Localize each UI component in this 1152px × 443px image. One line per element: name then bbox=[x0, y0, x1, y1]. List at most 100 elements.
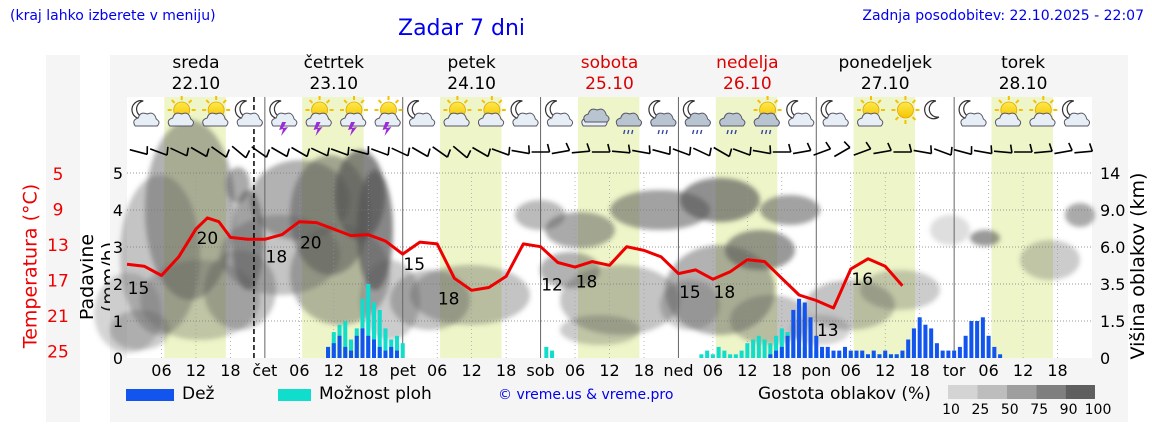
rain-bar bbox=[911, 328, 916, 358]
daylight-band bbox=[991, 97, 1053, 358]
rain-bar bbox=[377, 346, 382, 358]
wind-barb bbox=[491, 146, 511, 156]
rain-bar bbox=[917, 317, 922, 358]
rain-bar bbox=[934, 343, 939, 358]
region-hint[interactable]: (kraj lahko izberete v meniju) bbox=[10, 8, 216, 24]
precipitation-tick-label: 5 bbox=[113, 164, 123, 183]
day-date-label: 24.10 bbox=[447, 74, 496, 94]
cloud-density-area bbox=[410, 265, 530, 325]
rain-bar bbox=[331, 343, 336, 358]
x-tick-label: 06 bbox=[289, 361, 309, 380]
shower-bar bbox=[774, 335, 779, 358]
cloud-density-swatch bbox=[948, 385, 978, 399]
wind-barb bbox=[833, 141, 851, 158]
x-tick-label: 18 bbox=[358, 361, 378, 380]
sun-thunder-icon bbox=[340, 96, 369, 136]
rain-bar bbox=[326, 346, 331, 358]
cloud-density-tick: 100 bbox=[1085, 402, 1112, 418]
x-tick-label: 06 bbox=[565, 361, 585, 380]
precipitation-tick-label: 1 bbox=[113, 312, 123, 331]
rain-bar bbox=[975, 321, 980, 358]
cloud-density-area bbox=[560, 315, 640, 345]
temperature-tick-label: 17 bbox=[47, 272, 69, 292]
x-tick-label: tor bbox=[943, 361, 966, 380]
rain-legend-label: Dež bbox=[182, 384, 215, 404]
moon-cloud-icon bbox=[510, 100, 539, 127]
shower-bar bbox=[366, 284, 371, 358]
showers-legend-label: Možnost ploh bbox=[319, 384, 432, 404]
rain-bar bbox=[923, 324, 928, 358]
wind-barb bbox=[432, 146, 452, 158]
cloud-height-tick-label: 1.5 bbox=[1100, 312, 1125, 331]
day-date-label: 23.10 bbox=[309, 74, 358, 94]
wind-barb bbox=[1074, 143, 1094, 154]
rain-bar bbox=[871, 350, 876, 358]
day-date-label: 28.10 bbox=[999, 74, 1048, 94]
cloud-density-swatch bbox=[977, 385, 1007, 399]
shower-bar bbox=[756, 335, 761, 358]
day-name-label: četrtek bbox=[304, 53, 365, 73]
cloud-density-area bbox=[545, 212, 615, 248]
temperature-value-label: 18 bbox=[714, 283, 736, 303]
wind-barb bbox=[713, 146, 733, 158]
temperature-value-label: 11 bbox=[1064, 0, 1086, 5]
precipitation-tick-label: 4 bbox=[113, 201, 123, 220]
rain-bar bbox=[394, 350, 399, 358]
rain-bar bbox=[343, 346, 348, 358]
wind-barb bbox=[772, 143, 792, 153]
day-date-label: 26.10 bbox=[723, 74, 772, 94]
sun-cloud-icon bbox=[167, 96, 196, 127]
moon-cloud-icon bbox=[820, 100, 849, 127]
cloud-density-swatch bbox=[1006, 385, 1037, 399]
wind-barb bbox=[531, 143, 551, 153]
moon-cloud-icon bbox=[407, 100, 436, 127]
shower-bar bbox=[751, 339, 756, 358]
wind-barb bbox=[291, 146, 311, 158]
copyright-link[interactable]: © vreme.us & vreme.pro bbox=[498, 387, 674, 403]
temperature-value-label: 16 bbox=[989, 0, 1011, 5]
wind-barb bbox=[551, 142, 571, 155]
x-tick-label: ned bbox=[663, 361, 693, 380]
cloud-density-tick: 25 bbox=[971, 402, 989, 418]
rain-bar bbox=[860, 350, 865, 358]
wind-barb bbox=[853, 141, 872, 156]
rain-bar bbox=[797, 298, 802, 358]
cloud-density-area bbox=[110, 310, 170, 350]
temperature-value-label: 15 bbox=[403, 255, 425, 275]
rain-bar bbox=[929, 328, 934, 358]
shower-bar bbox=[371, 302, 377, 358]
cloud-density-area bbox=[930, 215, 970, 245]
moon-cloud-icon bbox=[1061, 100, 1091, 127]
temperature-value-label: 16 bbox=[851, 270, 873, 290]
cloud-rain-icon bbox=[719, 112, 746, 135]
cloud-rain-icon bbox=[615, 112, 642, 135]
rain-bar bbox=[980, 317, 985, 358]
wind-barb bbox=[591, 143, 611, 153]
wind-barb bbox=[271, 146, 291, 158]
x-tick-label: 18 bbox=[1047, 361, 1067, 380]
moon-thunder-icon bbox=[269, 100, 298, 136]
rain-bar bbox=[791, 309, 796, 358]
cloud-density-tick: 75 bbox=[1030, 402, 1048, 418]
shower-bar bbox=[400, 343, 405, 358]
day-name-label: ponedeljek bbox=[838, 53, 932, 73]
shower-bar bbox=[762, 339, 767, 358]
shower-bar bbox=[728, 354, 733, 358]
day-name-label: torek bbox=[1001, 53, 1045, 73]
rain-bar bbox=[883, 350, 888, 358]
rain-bar bbox=[842, 346, 848, 358]
wind-barb bbox=[472, 146, 492, 158]
wind-barb bbox=[732, 146, 752, 156]
rain-bar bbox=[825, 346, 830, 358]
shower-bar bbox=[739, 350, 744, 358]
wind-barb bbox=[652, 146, 671, 156]
rain-bar bbox=[366, 335, 371, 358]
cloud-density-swatch bbox=[1065, 385, 1095, 399]
rain-bar bbox=[768, 354, 773, 358]
temperature-value-label: 18 bbox=[576, 273, 598, 293]
rain-bar bbox=[963, 335, 968, 358]
rain-bar bbox=[952, 350, 957, 358]
cloud-density-area bbox=[730, 295, 810, 345]
shower-bar bbox=[394, 335, 399, 358]
